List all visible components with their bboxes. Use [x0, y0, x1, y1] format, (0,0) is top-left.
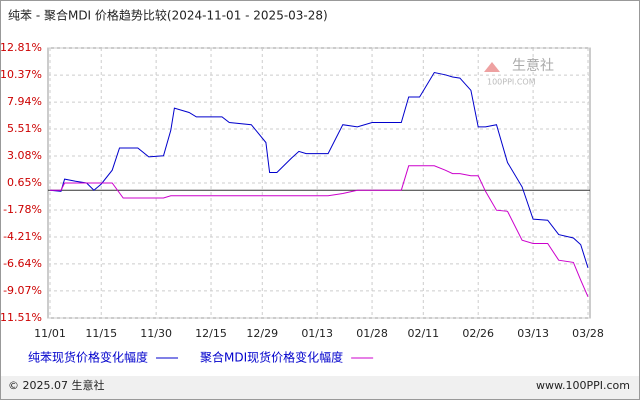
x-tick-label: 03/13 — [517, 327, 549, 340]
x-tick-label: 11/30 — [140, 327, 172, 340]
y-tick-label: -6.64% — [3, 257, 42, 270]
y-tick-label: 5.51% — [7, 122, 42, 135]
x-tick-label: 11/01 — [34, 327, 66, 340]
watermark: 生意社 100PPI.COM — [484, 57, 554, 87]
watermark-text: 生意社 — [512, 57, 554, 74]
x-tick-label: 11/15 — [85, 327, 117, 340]
watermark-text: 100PPI.COM — [487, 78, 536, 87]
x-tick-label: 12/29 — [246, 327, 278, 340]
y-tick-label: 7.94% — [7, 95, 42, 108]
x-tick-label: 01/13 — [301, 327, 333, 340]
legend-label: 聚合MDI现货价格变化幅度 — [200, 350, 343, 365]
y-tick-label: 3.08% — [7, 149, 42, 162]
y-tick-label: 10.37% — [0, 68, 42, 81]
y-tick-label: 0.65% — [7, 176, 42, 189]
chart-title: 纯苯 - 聚合MDI 价格趋势比较(2024-11-01 - 2025-03-2… — [8, 8, 328, 23]
watermark-icon — [484, 62, 500, 72]
y-tick-label: -11.51% — [0, 311, 42, 324]
y-tick-label: -9.07% — [3, 284, 42, 297]
x-tick-label: 01/28 — [356, 327, 388, 340]
x-tick-label: 03/28 — [572, 327, 604, 340]
y-tick-label: 12.81% — [0, 41, 42, 54]
footer-right: www.100PPI.com — [536, 379, 630, 392]
footer-left: © 2025.07 生意社 — [8, 378, 104, 392]
y-tick-label: -1.78% — [3, 203, 42, 216]
legend-label: 纯苯现货价格变化幅度 — [28, 350, 148, 365]
series-line — [50, 165, 589, 298]
series-line — [49, 71, 589, 269]
x-tick-label: 02/26 — [462, 327, 494, 340]
x-tick-label: 12/15 — [195, 327, 227, 340]
y-tick-label: -4.21% — [3, 230, 42, 243]
footer-bar — [1, 376, 639, 399]
x-tick-label: 02/11 — [407, 327, 439, 340]
